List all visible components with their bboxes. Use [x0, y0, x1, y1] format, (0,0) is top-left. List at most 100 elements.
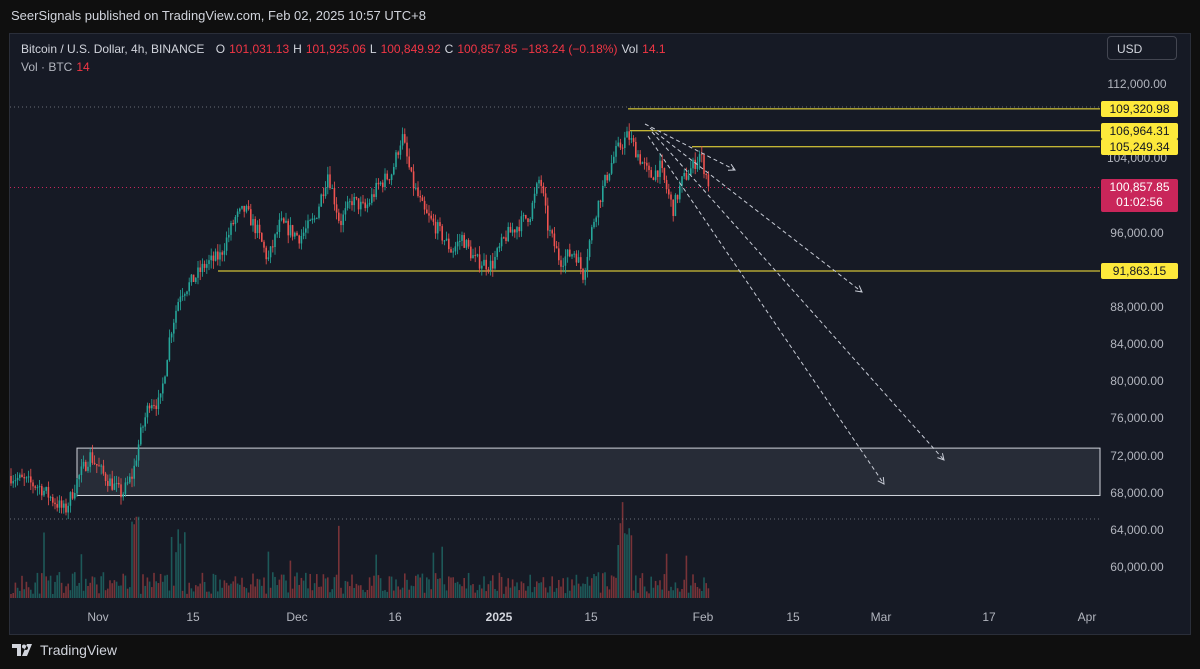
candle-body: [318, 206, 320, 218]
volume-bar: [168, 590, 171, 598]
candle-body: [703, 155, 705, 175]
volume-bar: [375, 554, 377, 598]
volume-bar: [384, 590, 386, 598]
volume-bar: [492, 575, 494, 598]
current-price-value: 100,857.85: [1109, 180, 1170, 195]
volume-bar: [434, 573, 437, 598]
price-tick: 112,000.00: [1107, 77, 1167, 91]
candle-body: [615, 146, 617, 157]
candle-body: [322, 194, 325, 197]
volume-bar: [192, 591, 195, 598]
volume-bar: [179, 543, 182, 598]
candle-body: [562, 265, 564, 267]
volume-bar: [553, 591, 556, 598]
volume-bar: [507, 578, 509, 598]
volume-bar: [690, 585, 692, 598]
volume-bar: [467, 572, 470, 598]
volume-bar: [327, 577, 329, 598]
symbol-name[interactable]: Bitcoin / U.S. Dollar, 4h, BINANCE: [21, 42, 205, 56]
candle-body: [604, 174, 606, 186]
volume-bar: [681, 589, 683, 598]
candle-body: [223, 250, 226, 255]
volume-bar: [102, 572, 105, 598]
candle-body: [36, 487, 39, 489]
candle-body: [410, 167, 413, 172]
volume-bar: [30, 589, 32, 598]
candle-body: [85, 461, 87, 471]
volume-bar: [120, 585, 122, 598]
price-tick: 60,000.00: [1110, 560, 1164, 574]
candle-body: [610, 162, 613, 174]
volume-bar: [428, 579, 430, 598]
volume-bar: [432, 552, 435, 598]
candle-body: [593, 221, 595, 228]
volume-bar: [69, 590, 72, 598]
candle-body: [276, 231, 278, 235]
candle-body: [505, 237, 507, 242]
volume-bar: [151, 587, 153, 598]
volume-bar: [408, 589, 410, 598]
candle-body: [474, 255, 476, 257]
volume-bar: [340, 587, 342, 598]
volume-bar: [353, 587, 355, 598]
candle-body: [687, 175, 690, 180]
volume-bar: [210, 593, 212, 598]
candle-body: [373, 194, 375, 197]
chart-pane[interactable]: [9, 33, 1191, 635]
candle-body: [382, 182, 384, 188]
candle-body: [386, 173, 388, 180]
candle-body: [430, 215, 432, 219]
volume-bar: [335, 574, 338, 598]
volume-bar: [657, 585, 659, 598]
volume-bar: [159, 573, 162, 598]
candle-body: [707, 174, 710, 187]
volume-bar: [122, 573, 124, 598]
low-value: 100,849.92: [380, 42, 441, 56]
time-tick: 15: [186, 610, 200, 624]
candle-body: [597, 200, 600, 218]
volume-bar: [476, 590, 479, 598]
tradingview-logo[interactable]: TradingView: [12, 642, 117, 658]
volume-bar: [529, 574, 531, 598]
candle-body: [212, 255, 215, 261]
volume-bar: [43, 532, 45, 598]
volume-bar: [305, 572, 307, 598]
candle-body: [536, 183, 538, 194]
candle-body: [23, 477, 25, 479]
time-tick: Dec: [286, 610, 308, 624]
volume-bar: [65, 586, 67, 598]
candle-body: [285, 220, 287, 223]
price-tick: 68,000.00: [1110, 485, 1164, 500]
volume-bar: [549, 586, 551, 598]
volume-bar: [540, 582, 542, 598]
candle-body: [199, 267, 201, 273]
volume-bar: [610, 575, 613, 598]
volume-bar: [494, 589, 496, 598]
candle-body: [437, 222, 439, 234]
volume-bar: [663, 574, 666, 598]
volume-bar: [214, 574, 217, 598]
currency-button[interactable]: USD: [1107, 36, 1177, 60]
volume-bar: [648, 593, 650, 598]
candle-body: [274, 234, 276, 248]
candle-body: [646, 162, 648, 166]
volume-bar: [525, 590, 527, 598]
candle-body: [659, 160, 661, 177]
candle-body: [27, 476, 30, 478]
candle-body: [426, 209, 428, 214]
volume-indicator-label[interactable]: Vol · BTC: [21, 60, 73, 74]
volume-bar: [602, 573, 604, 598]
candle-body: [456, 241, 459, 247]
volume-bar: [613, 576, 615, 598]
candle-body: [71, 492, 74, 499]
volume-bar: [322, 574, 325, 598]
volume-bar: [705, 583, 707, 598]
time-tick: 15: [786, 610, 800, 624]
volume-bar: [263, 577, 265, 598]
candle-body: [485, 259, 487, 270]
candle-body: [547, 205, 549, 231]
candle-body: [412, 171, 415, 189]
volume-bar: [503, 593, 505, 598]
candle-body: [357, 198, 360, 210]
